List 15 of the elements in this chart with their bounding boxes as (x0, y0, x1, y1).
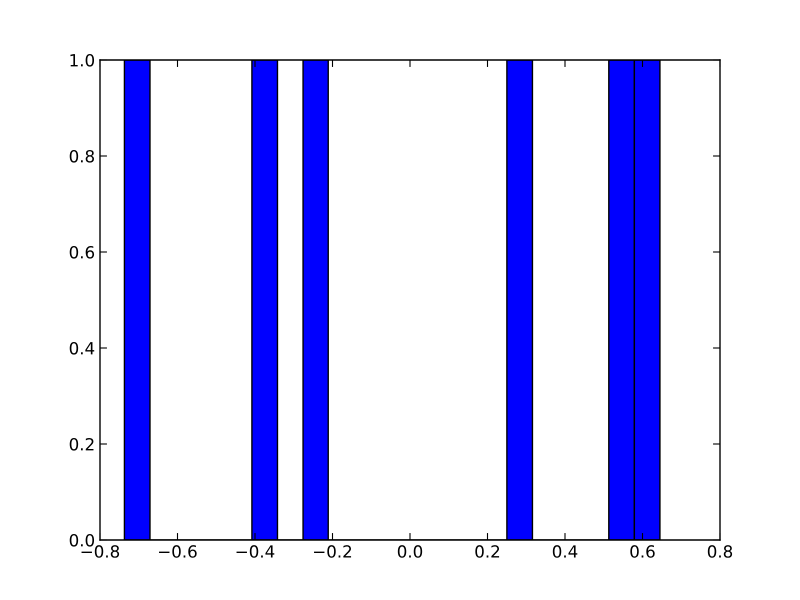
x-tick-label: 0.0 (398, 545, 422, 558)
y-tick-label: 0.0 (70, 534, 94, 547)
x-tick-label: 0.4 (552, 545, 578, 558)
y-tick-label: 0.4 (70, 342, 94, 355)
x-tick-label: −0.8 (82, 545, 120, 558)
y-tick-label: 0.6 (70, 246, 94, 259)
y-tick-label: 1.0 (70, 54, 94, 67)
x-tick-label: 0.6 (630, 545, 655, 558)
x-tick-label: −0.4 (236, 545, 274, 558)
x-tick-label: −0.2 (314, 545, 352, 558)
x-tick-label: −0.6 (159, 545, 197, 558)
y-tick-label: 0.8 (70, 150, 94, 163)
x-tick-label: 0.8 (708, 545, 732, 558)
x-tick-label: 0.2 (475, 545, 500, 558)
y-tick-label: 0.2 (70, 438, 94, 451)
